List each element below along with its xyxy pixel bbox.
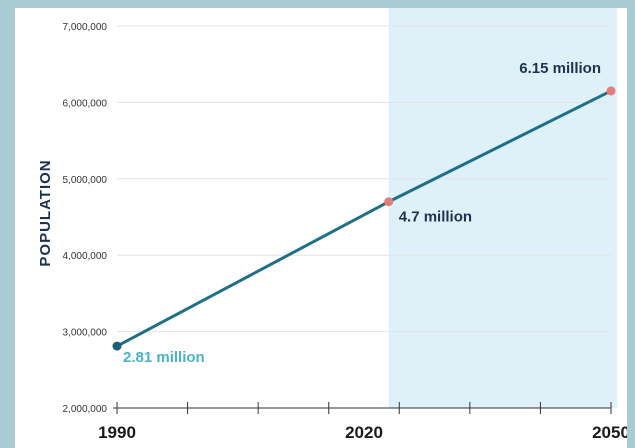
data-point <box>112 341 122 351</box>
projection-region <box>388 8 617 408</box>
chart-card: POPULATION 2,000,000 3,000,000 4,000,000 5,… <box>15 8 627 448</box>
x-tick-label: 1990 <box>98 423 136 442</box>
data-label: 2.81 million <box>123 349 205 366</box>
y-tick-label: 4,000,000 <box>63 251 108 262</box>
data-label: 4.7 million <box>399 209 472 226</box>
y-tick-label: 5,000,000 <box>63 175 108 186</box>
data-point <box>606 86 616 96</box>
data-label: 6.15 million <box>519 60 601 77</box>
population-line-chart: POPULATION 2,000,000 3,000,000 4,000,000 5,… <box>37 8 627 442</box>
y-axis-label: POPULATION <box>37 159 54 266</box>
data-point <box>384 197 394 207</box>
y-tick-label: 2,000,000 <box>63 404 108 415</box>
x-tick-label: 2020 <box>345 423 383 442</box>
y-tick-label: 6,000,000 <box>63 98 108 109</box>
y-tick-label: 7,000,000 <box>63 22 108 33</box>
x-tick-label: 2050 <box>592 423 627 442</box>
y-tick-label: 3,000,000 <box>63 328 108 339</box>
